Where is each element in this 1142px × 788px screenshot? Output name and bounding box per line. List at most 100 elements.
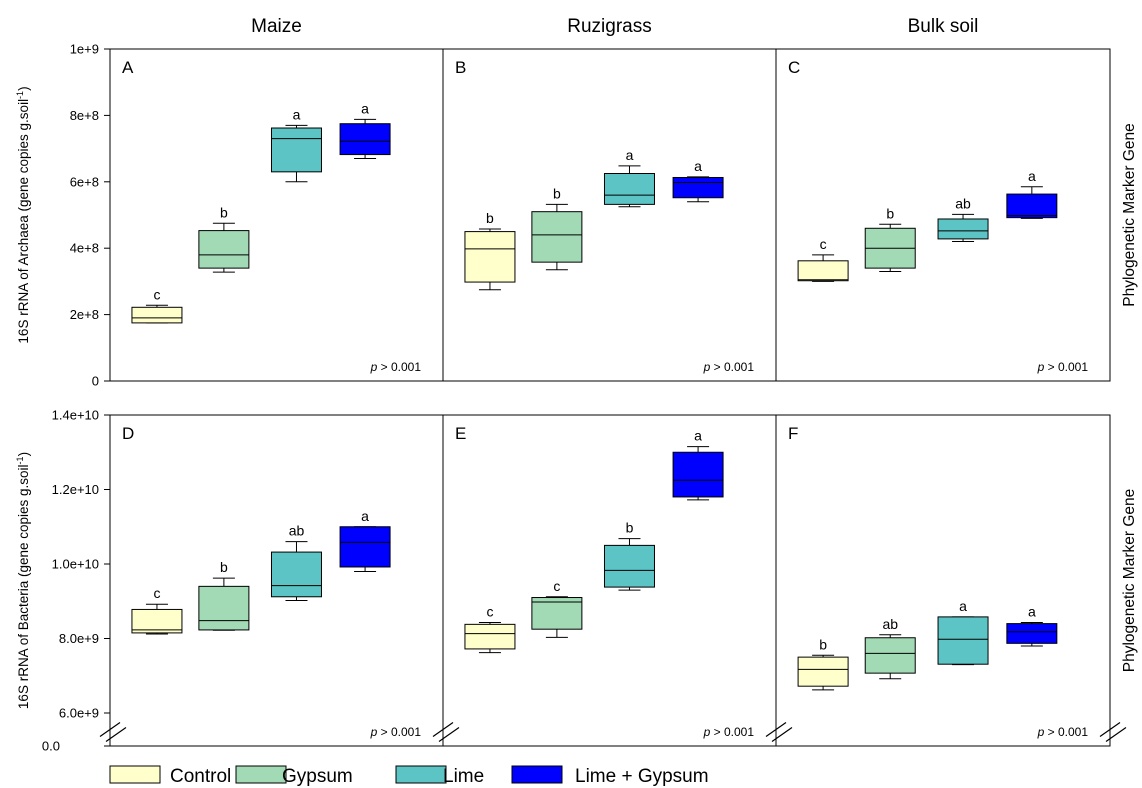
panel-letter-D: D [122, 424, 134, 443]
significance-letter: a [694, 428, 702, 444]
p-value-text: > 0.001 [710, 360, 754, 374]
panel-letter-B: B [455, 58, 466, 77]
side-label-row-2: Phylogenetic Marker Gene [1121, 489, 1138, 673]
legend-swatch-3 [395, 765, 447, 784]
box-D-lime-gypsum: a [339, 508, 391, 572]
box-A-control: c [131, 286, 183, 324]
p-value-text: > 0.001 [377, 360, 421, 374]
significance-letter: b [553, 185, 561, 201]
p-symbol: p [703, 360, 711, 374]
y-tick-label: 0 [92, 374, 99, 389]
p-value-E: p > 0.001 [703, 725, 755, 739]
legend-label-3: Lime [443, 766, 484, 787]
box-C-gypsum: b [864, 205, 916, 272]
p-value-text: > 0.001 [377, 725, 421, 739]
y-axis-label-superscript: -1 [15, 91, 25, 99]
box-iqr [1006, 193, 1058, 219]
panel-letter-A: A [122, 58, 134, 77]
y-tick-label: 1e+9 [70, 42, 99, 57]
box-iqr [531, 597, 583, 630]
significance-letter: b [486, 210, 494, 226]
box-iqr [270, 127, 322, 173]
axis-break-mark [771, 727, 793, 742]
box-A-lime-gypsum: a [339, 100, 391, 160]
box-iqr [198, 230, 250, 269]
p-value-text: > 0.001 [1044, 360, 1088, 374]
box-iqr [339, 526, 391, 568]
box-D-control: c [131, 585, 183, 635]
p-value-text: > 0.001 [1044, 725, 1088, 739]
legend-swatch-4 [511, 765, 563, 784]
y-tick-label: 2e+8 [70, 307, 99, 322]
box-iqr [131, 306, 183, 324]
box-iqr [603, 173, 655, 205]
box-F-control: b [797, 636, 849, 691]
box-E-gypsum: c [531, 578, 583, 638]
significance-letter: c [153, 286, 160, 302]
y-tick-label: 8e+8 [70, 108, 99, 123]
significance-letter: b [220, 559, 228, 575]
p-symbol: p [1037, 725, 1045, 739]
box-iqr [603, 544, 655, 588]
y-axis-label-row-1: 16S rRNA of Archaea (gene copies g.soil-… [15, 86, 31, 343]
legend-label-4: Lime + Gypsum [575, 766, 709, 787]
significance-letter: c [553, 578, 560, 594]
legend-swatch-2 [235, 765, 287, 784]
box-E-lime: b [603, 520, 655, 591]
significance-letter: c [486, 603, 493, 619]
significance-letter: a [1028, 603, 1036, 619]
y-axis-label-end: ) [16, 452, 31, 457]
box-D-lime: ab [270, 523, 322, 602]
significance-letter: a [959, 598, 967, 614]
box-iqr [270, 551, 322, 598]
y-tick-label: 1.4e+10 [52, 408, 99, 423]
box-iqr [198, 585, 250, 631]
panel-frame-F [775, 414, 1111, 747]
box-iqr [531, 211, 583, 263]
box-D-gypsum: b [198, 559, 250, 631]
box-B-control: b [464, 210, 516, 291]
p-symbol: p [370, 360, 378, 374]
panel-letter-C: C [788, 58, 800, 77]
axis-break-mark-left [105, 727, 127, 742]
y-axis-label-text: 16S rRNA of Bacteria (gene copies g.soil [16, 464, 31, 709]
axis-break-mark [438, 727, 460, 742]
y-tick-label: 1.0e+10 [52, 557, 99, 572]
box-iqr [1006, 623, 1058, 644]
panel-letter-E: E [455, 424, 466, 443]
p-value-C: p > 0.001 [1037, 360, 1089, 374]
significance-letter: b [819, 636, 827, 652]
box-B-lime-gypsum: a [672, 158, 724, 203]
significance-letter: a [1028, 168, 1036, 184]
y-tick-label: 6.0e+9 [59, 706, 99, 721]
box-A-gypsum: b [198, 204, 250, 273]
significance-letter: b [626, 520, 634, 536]
column-title-3: Bulk soil [908, 16, 979, 37]
significance-letter: a [626, 147, 634, 163]
box-C-lime-gypsum: a [1006, 168, 1058, 219]
y-axis-label-superscript: -1 [15, 456, 25, 464]
box-iqr [937, 218, 989, 240]
side-label-row-1: Phylogenetic Marker Gene [1121, 123, 1138, 307]
column-title-1: Maize [251, 16, 302, 37]
legend-swatch-1 [109, 765, 161, 784]
box-iqr [672, 451, 724, 498]
box-C-lime: ab [937, 195, 989, 243]
box-E-control: c [464, 603, 516, 654]
significance-letter: c [820, 236, 827, 252]
box-B-lime: a [603, 147, 655, 208]
panel-letter-F: F [788, 424, 798, 443]
y-tick-label: 6e+8 [70, 174, 99, 189]
box-iqr [464, 231, 516, 283]
p-value-D: p > 0.001 [370, 725, 422, 739]
y-tick-label: 4e+8 [70, 241, 99, 256]
box-iqr [339, 123, 391, 156]
significance-letter: a [361, 100, 369, 116]
significance-letter: b [886, 205, 894, 221]
significance-letter: a [293, 106, 301, 122]
p-symbol: p [1037, 360, 1045, 374]
y-tick-label: 1.2e+10 [52, 482, 99, 497]
y-axis-label-end: ) [16, 86, 31, 91]
legend-label-2: Gypsum [282, 766, 353, 787]
